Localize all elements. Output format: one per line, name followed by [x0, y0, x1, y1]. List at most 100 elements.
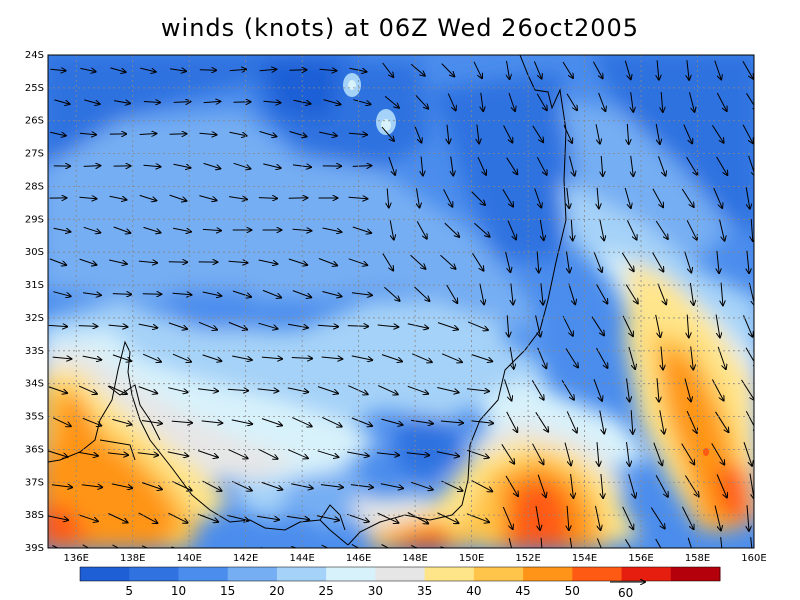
wind-vector — [232, 355, 252, 360]
wind-vector — [655, 474, 668, 497]
wind-vector — [631, 92, 634, 112]
wind-vector — [472, 253, 484, 270]
wind-vector — [440, 254, 456, 269]
wind-vector — [321, 357, 343, 359]
wind-vector — [109, 259, 127, 264]
wind-vector — [288, 258, 307, 265]
wind-vector — [49, 258, 66, 265]
wind-vector — [567, 187, 569, 208]
wind-vector — [231, 480, 252, 490]
wind-vector — [202, 229, 221, 230]
wind-vector — [108, 513, 127, 523]
wind-vector — [80, 68, 95, 71]
wind-vector — [716, 92, 726, 111]
wind-vector — [142, 353, 161, 362]
wind-vector — [477, 156, 486, 175]
wind-vector — [470, 547, 474, 548]
wind-vector — [745, 187, 750, 208]
wind-vector — [650, 507, 664, 529]
wind-vector — [287, 449, 308, 459]
wind-vector — [171, 421, 192, 423]
wind-vector — [621, 252, 633, 271]
colorbar-level-label: 45 — [515, 584, 530, 598]
wind-vector — [407, 385, 428, 393]
wind-vector — [52, 545, 59, 548]
wind-vector — [421, 156, 423, 176]
wind-vector — [348, 385, 367, 395]
longitude-tick-label: 146E — [346, 553, 371, 564]
wind-vector — [595, 124, 600, 143]
wind-vector — [388, 156, 395, 175]
wind-vector — [625, 284, 638, 304]
wind-vector — [51, 485, 72, 488]
wind-vector — [203, 101, 221, 102]
wind-vector — [322, 416, 341, 426]
wind-vector — [655, 538, 662, 548]
wind-vector — [659, 410, 664, 433]
wind-vector — [203, 162, 221, 168]
wind-vector — [381, 544, 390, 548]
wind-vector — [624, 187, 631, 208]
colorbar-swatch — [276, 567, 327, 581]
wind-vector — [259, 69, 277, 70]
wind-vector — [233, 162, 251, 168]
wind-vector — [657, 378, 659, 401]
wind-vector — [451, 156, 454, 176]
wind-vector — [352, 166, 372, 167]
wind-vector — [564, 442, 571, 466]
wind-vector — [197, 513, 218, 522]
map-title: winds (knots) at 06Z Wed 26oct2005 — [160, 14, 640, 42]
wind-vector — [384, 286, 399, 301]
wind-vector — [719, 219, 725, 240]
latitude-tick-label: 29S — [25, 214, 44, 225]
wind-vector — [502, 506, 512, 529]
wind-vector — [137, 453, 158, 455]
wind-vector — [436, 451, 459, 457]
wind-vector — [714, 60, 721, 80]
wind-vector — [141, 482, 162, 490]
wind-vector — [406, 453, 429, 456]
wind-vector — [197, 450, 218, 458]
colorbar-swatch — [572, 567, 623, 581]
wind-vector — [78, 385, 97, 394]
wind-vector — [507, 220, 516, 240]
wind-vector — [316, 515, 339, 521]
wind-vector — [751, 218, 753, 241]
longitude-labels: 136E 138E 140E 142E 144E 146E 148E 150E 152E 154E… — [64, 553, 767, 564]
latitude-tick-label: 31S — [25, 280, 44, 291]
wind-vector — [348, 258, 368, 265]
wind-vector — [167, 451, 188, 456]
wind-vector — [410, 63, 425, 76]
wind-vector — [259, 131, 277, 137]
wind-vector — [591, 316, 604, 336]
wind-vector — [631, 410, 633, 434]
wind-vector — [381, 126, 394, 141]
wind-vector — [79, 133, 96, 134]
wind-vector — [48, 325, 67, 326]
colorbar-level-label: 40 — [466, 584, 481, 598]
wind-vector — [467, 449, 489, 457]
wind-vector — [229, 131, 247, 136]
colorbar-level-label: 15 — [220, 584, 235, 598]
wind-vector — [82, 355, 102, 360]
wind-vector — [321, 544, 329, 548]
wind-vector — [112, 544, 120, 548]
wind-vector — [466, 389, 489, 392]
wind-vector — [447, 124, 449, 144]
reference-vector-label: 60 — [618, 586, 633, 600]
wind-vector — [661, 346, 663, 370]
wind-vector — [508, 538, 513, 548]
wind-vector — [593, 379, 602, 401]
wind-vector — [687, 60, 689, 80]
wind-vector — [747, 250, 749, 273]
colorbar: 5 10 15 20 25 30 35 40 45 50 — [79, 566, 721, 598]
wind-vector — [228, 449, 247, 459]
wind-vector — [351, 293, 372, 296]
latitude-tick-label: 26S — [25, 116, 44, 127]
longitude-tick-label: 148E — [402, 553, 427, 564]
wind-vector — [384, 95, 399, 108]
longitude-tick-label: 152E — [515, 553, 540, 564]
wind-vector — [108, 325, 128, 327]
colorbar-swatch — [326, 567, 376, 581]
